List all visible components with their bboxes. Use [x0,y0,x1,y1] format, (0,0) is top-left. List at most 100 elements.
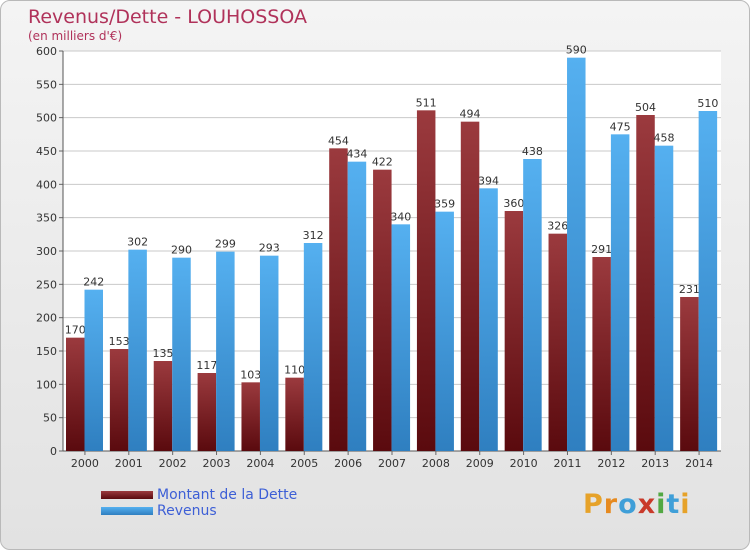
logo-letter: P [583,489,604,520]
bar-dette [416,110,436,451]
bar-dette [680,297,699,451]
y-tick-label: 250 [36,278,57,291]
x-tick-label: 2006 [334,457,362,470]
bar-dette [373,169,392,451]
bar-dette [329,148,348,452]
x-tick-label: 2011 [553,457,581,470]
bar-dette [592,257,611,451]
x-tick-label: 2005 [290,457,318,470]
data-label-revenus: 293 [259,242,280,255]
data-label-dette: 103 [240,368,261,381]
bar-revenus [303,243,323,451]
x-tick-label: 2004 [246,457,274,470]
data-label-dette: 360 [503,197,524,210]
y-tick-label: 550 [36,78,57,91]
bar-dette [241,382,260,451]
data-label-dette: 117 [196,359,217,372]
logo-letter: r [603,489,619,520]
data-label-revenus: 510 [697,97,718,110]
bar-revenus [610,134,630,452]
bar-revenus [435,211,454,451]
logo-letter: i [680,489,691,520]
data-label-revenus: 475 [610,120,631,133]
bar-dette [460,121,480,452]
y-tick-label: 150 [36,345,57,358]
y-tick-label: 600 [36,45,57,58]
legend-swatch-revenus [101,507,153,515]
data-label-revenus: 438 [522,145,543,158]
y-tick-label: 500 [36,112,57,125]
bar-revenus [698,111,718,451]
chart-subtitle: (en milliers d'€) [28,29,123,43]
proxiti-logo: Proxiti [583,489,691,520]
data-label-revenus: 434 [346,148,367,161]
data-label-dette: 454 [328,134,349,147]
chart-title: Revenus/Dette - LOUHOSSOA [28,6,307,28]
data-label-revenus: 394 [478,174,499,187]
x-tick-label: 2012 [597,457,625,470]
data-label-revenus: 359 [434,198,455,211]
data-label-revenus: 340 [390,210,411,223]
x-tick-label: 2014 [685,457,713,470]
data-label-dette: 170 [65,324,86,337]
data-label-dette: 511 [416,96,437,109]
logo-letter: i [656,489,667,520]
x-tick-label: 2002 [159,457,187,470]
bar-revenus [347,161,367,451]
y-tick-label: 50 [43,412,57,425]
data-label-dette: 135 [152,347,173,360]
x-tick-label: 2003 [203,457,231,470]
data-label-dette: 231 [679,283,700,296]
y-tick-label: 450 [36,145,57,158]
bar-revenus [128,249,147,451]
data-label-dette: 422 [372,156,393,169]
logo-letter: t [666,489,681,520]
data-label-revenus: 458 [654,132,675,145]
bar-dette [504,211,524,451]
data-label-revenus: 590 [566,44,587,57]
bar-revenus [259,255,279,451]
bar-revenus [654,145,674,451]
data-label-dette: 291 [591,243,612,256]
data-label-revenus: 299 [215,238,236,251]
y-tick-label: 350 [36,212,57,225]
x-tick-label: 2000 [71,457,99,470]
x-tick-label: 2013 [641,457,669,470]
data-label-revenus: 312 [303,229,324,242]
data-label-revenus: 302 [127,236,148,249]
bar-dette [197,373,217,451]
x-tick-label: 2008 [422,457,450,470]
logo-letter: x [637,489,657,520]
y-tick-label: 0 [50,445,57,458]
x-tick-label: 2007 [378,457,406,470]
legend-label-revenus: Revenus [157,503,217,519]
bar-revenus [216,251,235,451]
legend-label-dette: Montant de la Dette [157,487,298,503]
bar-revenus [84,289,103,451]
y-tick-label: 100 [36,378,57,391]
bar-dette [66,337,85,451]
data-label-dette: 326 [547,220,568,233]
data-label-dette: 110 [284,364,305,377]
data-label-dette: 494 [460,108,481,121]
data-label-dette: 153 [109,335,130,348]
x-tick-label: 2010 [510,457,538,470]
bar-dette [636,115,655,451]
y-tick-label: 400 [36,178,57,191]
x-tick-label: 2001 [115,457,143,470]
data-label-revenus: 290 [171,244,192,257]
logo-letter: o [618,489,638,520]
bar-dette [153,361,173,451]
bar-revenus [567,57,586,452]
bar-dette [548,233,568,451]
y-tick-label: 200 [36,312,57,325]
bar-revenus [479,188,498,452]
x-tick-label: 2009 [466,457,494,470]
bar-revenus [172,257,191,451]
data-label-dette: 504 [635,101,656,114]
bar-revenus [523,159,542,451]
y-tick-label: 300 [36,245,57,258]
legend-swatch-dette [101,491,153,499]
